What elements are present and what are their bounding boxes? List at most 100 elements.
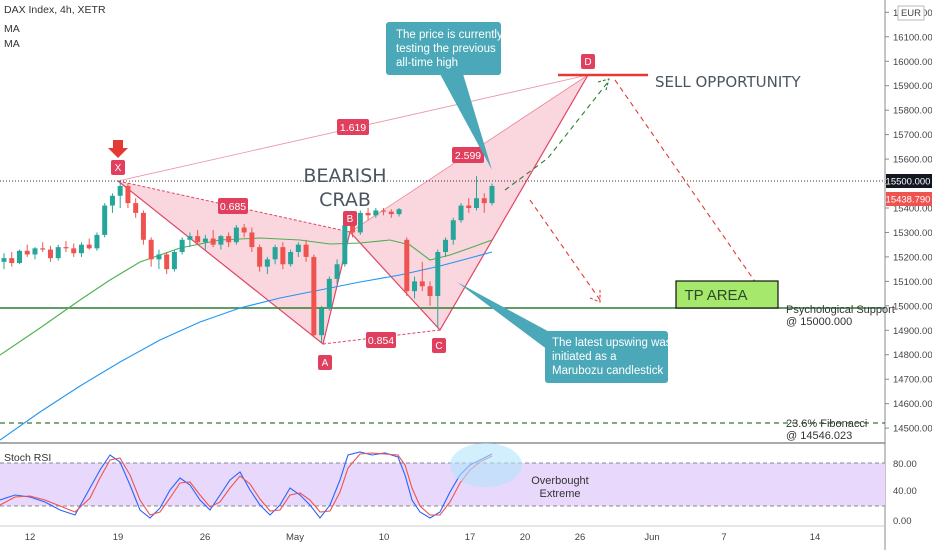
candle-body bbox=[326, 278, 332, 309]
x-arrow-icon bbox=[108, 140, 128, 158]
candle-body bbox=[388, 211, 394, 215]
arrowhead-up bbox=[597, 78, 610, 91]
candle-body bbox=[140, 212, 146, 240]
candle-body bbox=[342, 225, 348, 265]
projection-down-short bbox=[529, 199, 601, 301]
candle-body bbox=[164, 254, 170, 270]
point-c: C bbox=[432, 338, 446, 353]
stoch-k-line bbox=[0, 451, 493, 519]
candle-body bbox=[210, 238, 216, 245]
ratio-0854: 0.854 bbox=[366, 332, 396, 348]
overbought-label-2: Extreme bbox=[540, 488, 581, 500]
time-tick-label: 20 bbox=[520, 532, 531, 543]
candle-body bbox=[481, 198, 487, 204]
price-tick-label: 14600.000 bbox=[893, 399, 932, 410]
ma-slow-line bbox=[0, 251, 493, 441]
callout-top: The price is currently testing the previ… bbox=[386, 22, 503, 170]
candle-body bbox=[458, 205, 464, 221]
svg-text:0.685: 0.685 bbox=[220, 201, 246, 213]
candle-body bbox=[86, 244, 92, 249]
candle-body bbox=[117, 185, 123, 196]
tp-area-label: TP AREA bbox=[684, 287, 747, 304]
candle-body bbox=[288, 252, 294, 265]
overbought-highlight bbox=[450, 443, 522, 487]
candle-body bbox=[450, 220, 456, 240]
overbought-label-1: Overbought bbox=[531, 475, 588, 487]
symbol-title: DAX Index, 4h, XETR bbox=[4, 4, 106, 16]
fib-label-2: @ 14546.023 bbox=[786, 430, 852, 442]
price-tick-label: 15100.000 bbox=[893, 277, 932, 288]
svg-text:C: C bbox=[435, 341, 442, 352]
svg-text:1.619: 1.619 bbox=[340, 122, 366, 134]
candle-body bbox=[32, 248, 38, 255]
price-tick-label: 14800.000 bbox=[893, 350, 932, 361]
price-tick-label: 14500.000 bbox=[893, 424, 932, 435]
candle-body bbox=[47, 249, 53, 259]
candle-body bbox=[125, 185, 131, 204]
candle-body bbox=[272, 247, 278, 260]
pattern-title-2: CRAB bbox=[319, 189, 371, 211]
svg-text:Marubozu candlestick: Marubozu candlestick bbox=[552, 365, 663, 377]
candle-body bbox=[466, 205, 472, 208]
projection-up bbox=[504, 81, 609, 191]
time-tick-label: 17 bbox=[465, 532, 476, 543]
candle-body bbox=[489, 185, 495, 204]
candle-body bbox=[94, 234, 100, 249]
candle-body bbox=[195, 236, 201, 243]
point-a: A bbox=[318, 355, 332, 370]
current-price-text: 15438.790 bbox=[886, 195, 931, 206]
candle-body bbox=[40, 248, 46, 250]
last-price-text: 15500.000 bbox=[886, 177, 931, 188]
stoch-label: Stoch RSI bbox=[4, 452, 51, 464]
candle-body bbox=[24, 250, 30, 255]
stoch-tick-40: 40.00 bbox=[893, 486, 917, 497]
candle-body bbox=[303, 244, 309, 257]
time-tick-label: 7 bbox=[721, 532, 726, 543]
candle-body bbox=[109, 195, 115, 206]
xb-line bbox=[117, 180, 351, 233]
candle-body bbox=[373, 210, 379, 216]
candle-body bbox=[257, 247, 263, 267]
price-tick-label: 14900.000 bbox=[893, 326, 932, 337]
candle-body bbox=[357, 212, 363, 233]
candle-body bbox=[218, 236, 224, 245]
time-axis[interactable]: 12 19 26 May 10 17 20 26 Jun 7 14 bbox=[25, 532, 821, 543]
ma-label-1: MA bbox=[4, 23, 20, 35]
ma-label-2: MA bbox=[4, 38, 20, 50]
svg-text:0.854: 0.854 bbox=[368, 335, 394, 347]
time-tick-label: 12 bbox=[25, 532, 36, 543]
arrowhead-short bbox=[589, 290, 601, 303]
candle-body bbox=[226, 236, 232, 243]
candle-body bbox=[156, 254, 162, 260]
ratio-2599: 2.599 bbox=[452, 147, 484, 163]
currency-label: EUR bbox=[901, 8, 921, 19]
pattern-title-1: BEARISH bbox=[303, 165, 386, 187]
price-tick-label: 15600.000 bbox=[893, 155, 932, 166]
candle-body bbox=[319, 308, 325, 336]
candle-body bbox=[63, 247, 69, 249]
price-tick-label: 16000.000 bbox=[893, 57, 932, 68]
candle-body bbox=[133, 203, 139, 213]
svg-text:The latest upswing was: The latest upswing was bbox=[552, 337, 672, 349]
fib-label-1: 23.6% Fibonacci bbox=[786, 418, 867, 430]
candle-body bbox=[241, 227, 247, 233]
candle-body bbox=[249, 232, 255, 248]
price-axis[interactable]: 16200.00016100.00016000.00015900.0001580… bbox=[885, 8, 932, 435]
point-b: B bbox=[343, 211, 357, 226]
svg-text:A: A bbox=[322, 358, 329, 369]
ratio-0685: 0.685 bbox=[218, 198, 248, 214]
svg-text:2.599: 2.599 bbox=[455, 150, 481, 162]
candle-body bbox=[1, 258, 7, 262]
candle-body bbox=[9, 258, 15, 264]
support-label-2: @ 15000.000 bbox=[786, 316, 852, 328]
candle-body bbox=[78, 244, 84, 254]
candle-body bbox=[311, 256, 317, 336]
projection-down-long bbox=[614, 79, 766, 297]
candle-body bbox=[295, 244, 301, 253]
time-tick-label: 10 bbox=[379, 532, 390, 543]
point-x: X bbox=[111, 160, 125, 175]
candle-body bbox=[16, 250, 22, 264]
sell-opportunity-label: SELL OPPORTUNITY bbox=[655, 73, 801, 91]
